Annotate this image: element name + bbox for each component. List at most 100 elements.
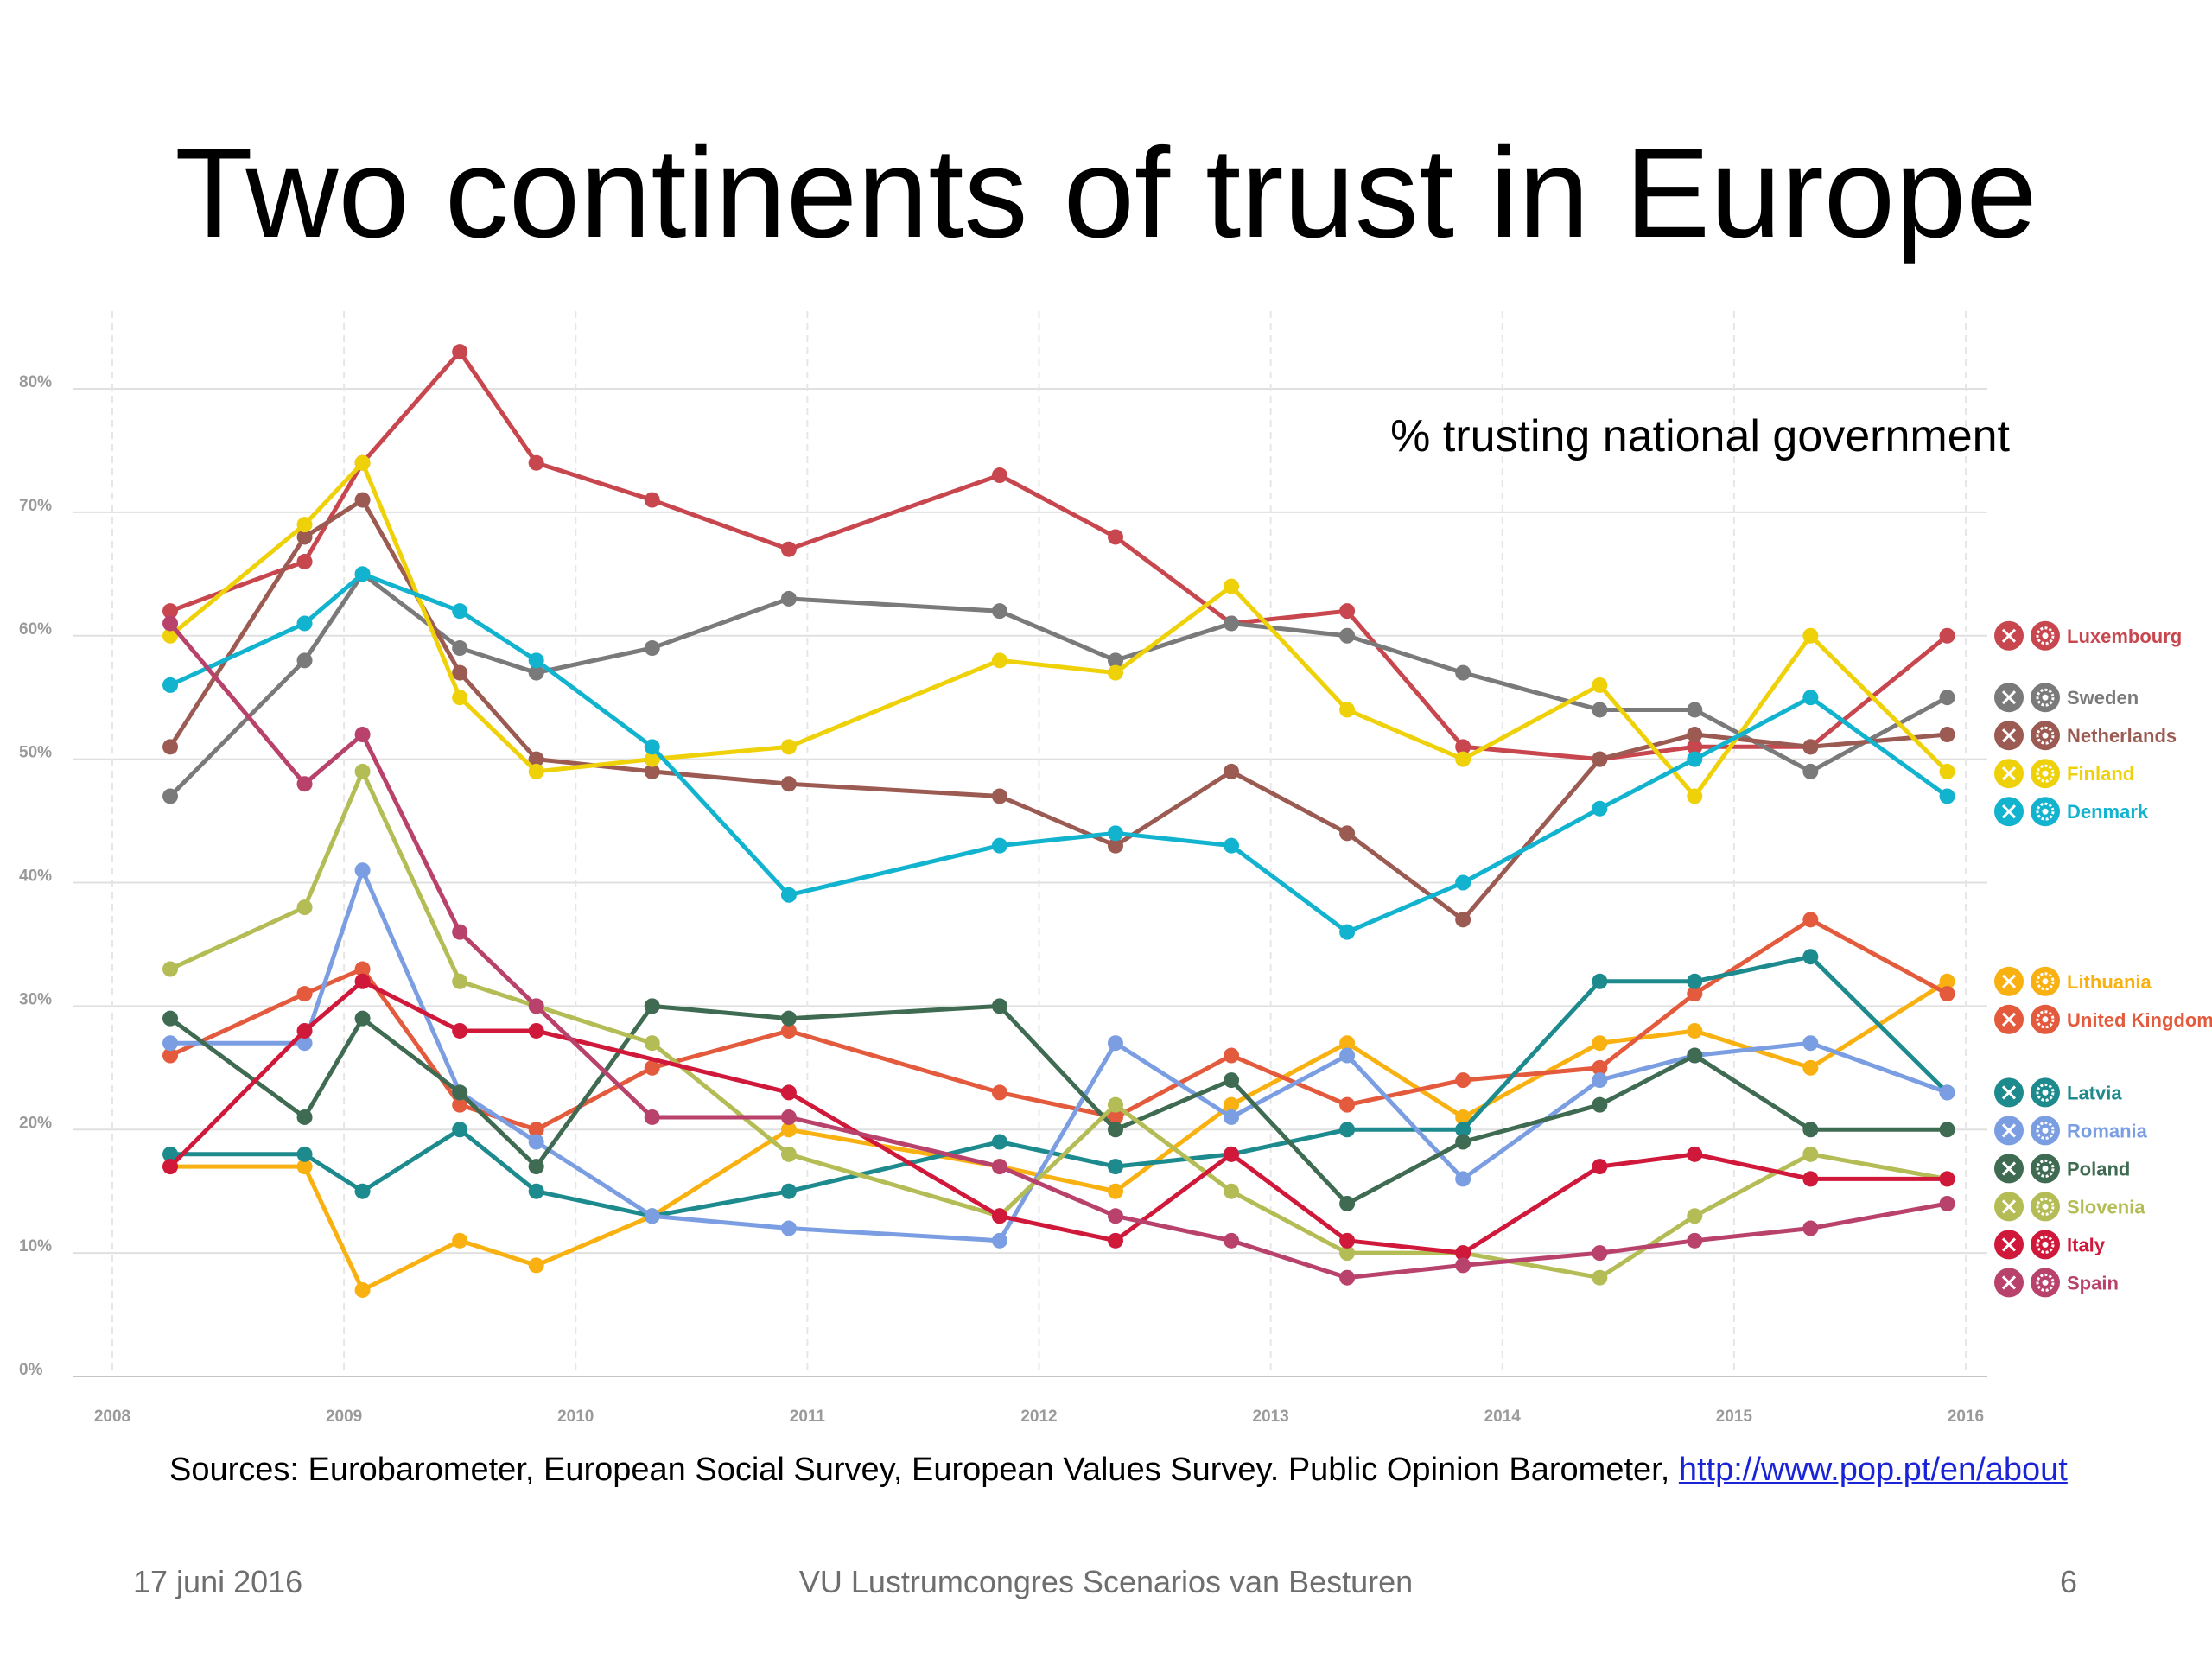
data-point	[644, 640, 660, 657]
data-point	[1455, 664, 1471, 681]
data-point	[780, 1022, 797, 1039]
data-point	[528, 664, 544, 681]
data-point	[644, 751, 660, 767]
close-icon[interactable]	[1994, 620, 2024, 651]
legend-item-poland[interactable]: Poland	[1994, 1154, 2130, 1184]
close-icon[interactable]	[1994, 797, 2024, 827]
series-line	[168, 1003, 1948, 1206]
data-point	[1339, 1035, 1356, 1052]
legend-item-spain[interactable]: Spain	[1994, 1268, 2119, 1298]
legend-label: Lithuania	[2067, 971, 2152, 993]
close-icon[interactable]	[1994, 683, 2024, 713]
data-point	[528, 998, 544, 1014]
gear-icon[interactable]	[2031, 1192, 2060, 1222]
data-point	[1592, 1035, 1608, 1052]
legend-item-romania[interactable]: Romania	[1994, 1116, 2148, 1146]
legend-item-slovenia[interactable]: Slovenia	[1994, 1192, 2145, 1222]
x-tick-label: 2012	[1020, 1408, 1057, 1426]
data-point	[1802, 690, 1819, 706]
legend-item-netherlands[interactable]: Netherlands	[1994, 721, 2177, 751]
close-icon[interactable]	[1994, 721, 2024, 751]
legend-label: Netherlands	[2067, 725, 2177, 747]
gear-icon[interactable]	[2031, 1004, 2060, 1034]
y-tick-label: 20%	[19, 1114, 52, 1132]
close-icon[interactable]	[1994, 1077, 2024, 1108]
data-point	[1339, 1232, 1356, 1249]
data-point	[1592, 677, 1608, 693]
gear-icon[interactable]	[2031, 797, 2060, 827]
data-point	[1802, 627, 1819, 644]
close-icon[interactable]	[1994, 1192, 2024, 1222]
data-point	[1687, 1232, 1703, 1249]
data-point	[1455, 1109, 1471, 1125]
data-point	[1687, 1146, 1703, 1162]
data-point	[1107, 825, 1123, 842]
data-point	[528, 1257, 544, 1274]
gear-icon[interactable]	[2031, 620, 2060, 651]
gear-icon[interactable]	[2031, 683, 2060, 713]
close-icon[interactable]	[1994, 1268, 2024, 1298]
data-point	[354, 763, 371, 779]
data-point	[1802, 763, 1819, 779]
sources-note: Sources: Eurobarometer, European Social …	[169, 1452, 2068, 1489]
data-point	[1939, 1195, 1955, 1211]
gear-icon[interactable]	[2031, 721, 2060, 751]
gear-icon[interactable]	[2031, 1154, 2060, 1184]
close-icon[interactable]	[1994, 1116, 2024, 1146]
gear-icon[interactable]	[2031, 759, 2060, 789]
gear-icon[interactable]	[2031, 1230, 2060, 1260]
chart-legend: Luxembourg Sweden Netherlands Finland Denmar…	[1994, 620, 2212, 1298]
legend-item-lithuania[interactable]: Lithuania	[1994, 966, 2152, 996]
data-point	[1592, 1245, 1608, 1262]
legend-item-italy[interactable]: Italy	[1994, 1230, 2106, 1260]
series-spain	[162, 615, 1955, 1286]
data-point	[644, 1059, 660, 1076]
gear-icon[interactable]	[2031, 1077, 2060, 1108]
data-point	[528, 652, 544, 669]
series-line	[169, 349, 1949, 762]
close-icon[interactable]	[1994, 1154, 2024, 1184]
data-point	[354, 454, 371, 471]
x-tick-label: 2016	[1948, 1408, 1984, 1426]
close-icon[interactable]	[1994, 1230, 2024, 1260]
legend-item-united-kingdom[interactable]: United Kingdom	[1994, 1004, 2212, 1034]
data-point	[780, 590, 797, 607]
data-point	[162, 739, 179, 755]
gear-icon[interactable]	[2031, 1268, 2060, 1298]
data-point	[296, 776, 313, 792]
data-point	[296, 529, 313, 545]
legend-item-luxembourg[interactable]: Luxembourg	[1994, 620, 2182, 651]
y-tick-label: 60%	[19, 620, 52, 639]
series-line	[170, 979, 1948, 1293]
y-tick-label: 70%	[19, 497, 52, 515]
close-icon[interactable]	[1994, 966, 2024, 996]
chart-annotation: % trusting national government	[1390, 411, 2010, 461]
data-point	[991, 652, 1007, 669]
data-point	[1687, 973, 1703, 989]
data-point	[1592, 702, 1608, 718]
trust-line-chart: 0% 10% 20% 30% 40% 50% 60% 70% 80% 2008 2009 2010 20…	[19, 311, 2212, 1426]
data-point	[1455, 1122, 1471, 1138]
data-point	[452, 924, 468, 940]
data-point	[1224, 763, 1240, 779]
legend-label: United Kingdom	[2067, 1009, 2212, 1031]
close-icon[interactable]	[1994, 759, 2024, 789]
legend-label: Slovenia	[2067, 1196, 2145, 1217]
data-point	[780, 1109, 797, 1125]
legend-item-denmark[interactable]: Denmark	[1994, 797, 2149, 827]
legend-item-latvia[interactable]: Latvia	[1994, 1077, 2122, 1108]
sources-link[interactable]: http://www.pop.pt/en/about	[1678, 1452, 2068, 1488]
legend-item-sweden[interactable]: Sweden	[1994, 683, 2139, 713]
data-point	[780, 541, 797, 557]
slide-title: Two continents of trust in Europe	[175, 122, 2037, 264]
close-icon[interactable]	[1994, 1004, 2024, 1034]
legend-item-finland[interactable]: Finland	[1994, 759, 2134, 789]
data-point	[1339, 1122, 1356, 1138]
gear-icon[interactable]	[2031, 1116, 2060, 1146]
data-point	[1339, 1195, 1356, 1211]
data-point	[991, 1232, 1007, 1249]
gear-icon[interactable]	[2031, 966, 2060, 996]
series-sweden	[162, 566, 1955, 804]
data-point	[162, 961, 179, 977]
chart-series	[162, 344, 1955, 1298]
